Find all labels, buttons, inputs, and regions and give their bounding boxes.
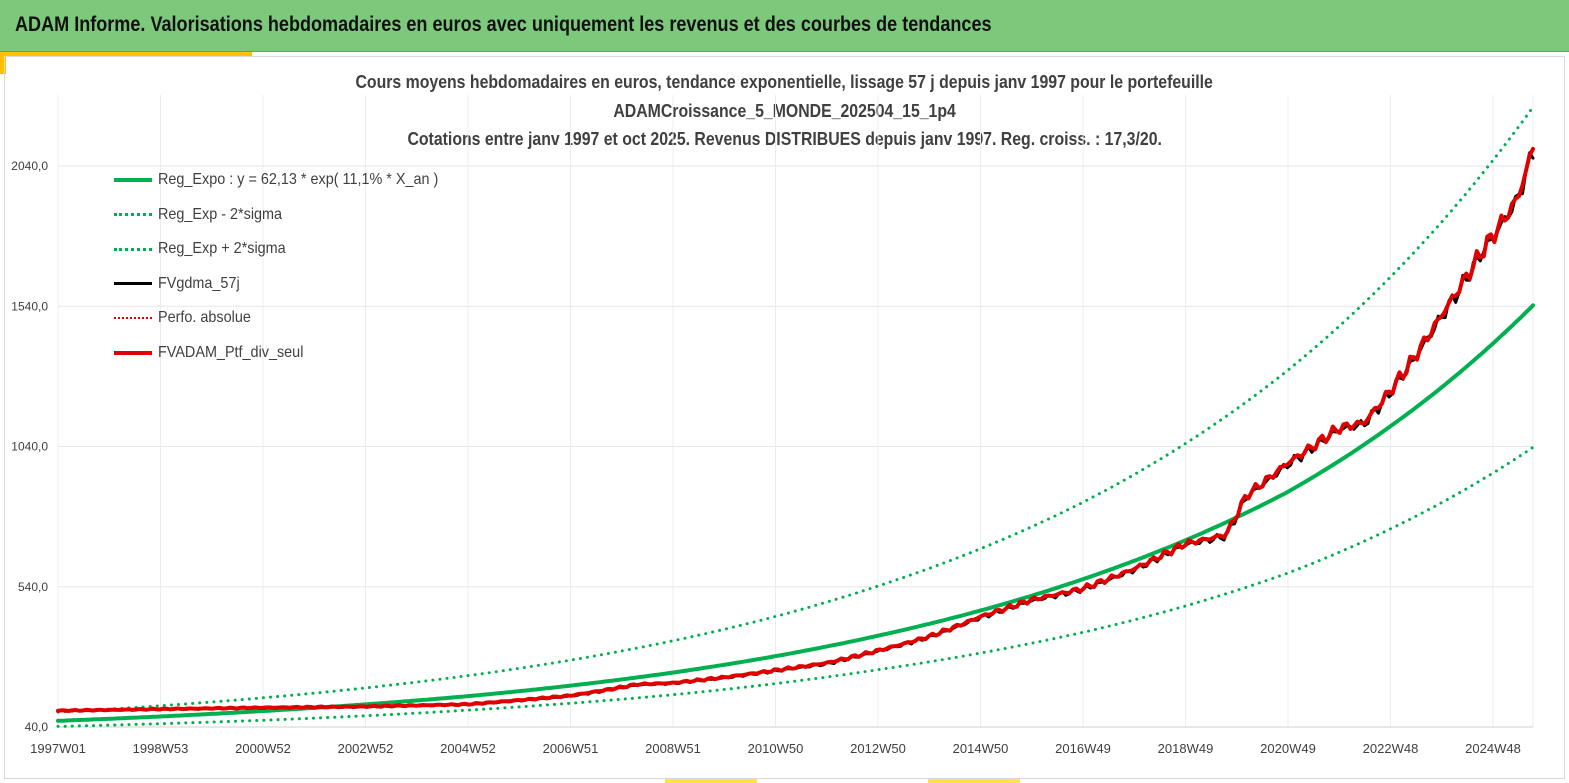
legend-swatch xyxy=(114,350,152,355)
chart-legend: Reg_Expo : y = 62,13 * exp( 11,1% * X_an… xyxy=(114,163,469,370)
legend-swatch xyxy=(114,247,152,251)
chart-title-line-3: Cotations entre janv 1997 et oct 2025. R… xyxy=(407,129,1162,149)
x-tick-label: 2024W48 xyxy=(1465,741,1521,756)
page-banner: ADAM Informe. Valorisations hebdomadaire… xyxy=(0,0,1569,52)
series-line-2 xyxy=(56,105,1535,714)
page-title: ADAM Informe. Valorisations hebdomadaire… xyxy=(15,13,992,36)
legend-label: Reg_Expo : y = 62,13 * exp( 11,1% * X_an… xyxy=(158,171,439,189)
legend-item: FVgdma_57j xyxy=(114,267,469,302)
x-tick-label: 2012W50 xyxy=(850,741,906,756)
x-tick-label: 2018W49 xyxy=(1158,741,1214,756)
legend-swatch xyxy=(114,178,152,183)
legend-label: FVADAM_Ptf_div_seul xyxy=(158,343,304,361)
y-tick-label: 40,0 xyxy=(25,720,49,734)
x-tick-label: 2016W49 xyxy=(1055,741,1111,756)
legend-swatch xyxy=(114,213,152,217)
legend-label: FVgdma_57j xyxy=(158,274,240,292)
legend-item: Reg_Expo : y = 62,13 * exp( 11,1% * X_an… xyxy=(114,163,469,198)
legend-item: FVADAM_Ptf_div_seul xyxy=(114,336,469,371)
y-tick-label: 540,0 xyxy=(18,580,48,594)
legend-label: Reg_Exp - 2*sigma xyxy=(158,205,283,223)
x-tick-label: 1998W53 xyxy=(133,741,189,756)
legend-item: Reg_Exp - 2*sigma xyxy=(114,198,469,233)
x-tick-label: 2004W52 xyxy=(440,741,496,756)
x-tick-label: 2006W51 xyxy=(543,741,599,756)
y-tick-label: 2040,0 xyxy=(11,159,48,173)
x-tick-label: 2000W52 xyxy=(235,741,291,756)
series-line-1 xyxy=(56,445,1535,728)
bottom-accent-1 xyxy=(665,779,757,783)
accent-bar-top xyxy=(6,52,252,56)
chart-title-line-2: ADAMCroissance_5_MONDE_202504_15_1p4 xyxy=(613,101,956,121)
y-tick-label: 1040,0 xyxy=(11,440,48,454)
x-tick-label: 2022W48 xyxy=(1363,741,1419,756)
legend-swatch xyxy=(114,282,152,286)
chart-title-line-1: Cours moyens hebdomadaires en euros, ten… xyxy=(355,72,1214,92)
y-tick-label: 1540,0 xyxy=(11,299,48,313)
x-tick-label: 2002W52 xyxy=(338,741,394,756)
legend-swatch xyxy=(114,317,152,320)
legend-item: Perfo. absolue xyxy=(114,301,469,336)
x-tick-label: 1997W01 xyxy=(30,741,86,756)
x-tick-label: 2008W51 xyxy=(645,741,701,756)
legend-label: Reg_Exp + 2*sigma xyxy=(158,240,286,258)
x-tick-label: 2014W50 xyxy=(953,741,1009,756)
accent-bar-left xyxy=(0,52,6,74)
bottom-accent-2 xyxy=(928,779,1020,783)
x-tick-label: 2010W50 xyxy=(748,741,804,756)
legend-item: Reg_Exp + 2*sigma xyxy=(114,232,469,267)
chart-frame xyxy=(4,56,1565,779)
legend-label: Perfo. absolue xyxy=(158,309,251,327)
series-line-4 xyxy=(57,150,1534,713)
x-tick-label: 2020W49 xyxy=(1260,741,1316,756)
